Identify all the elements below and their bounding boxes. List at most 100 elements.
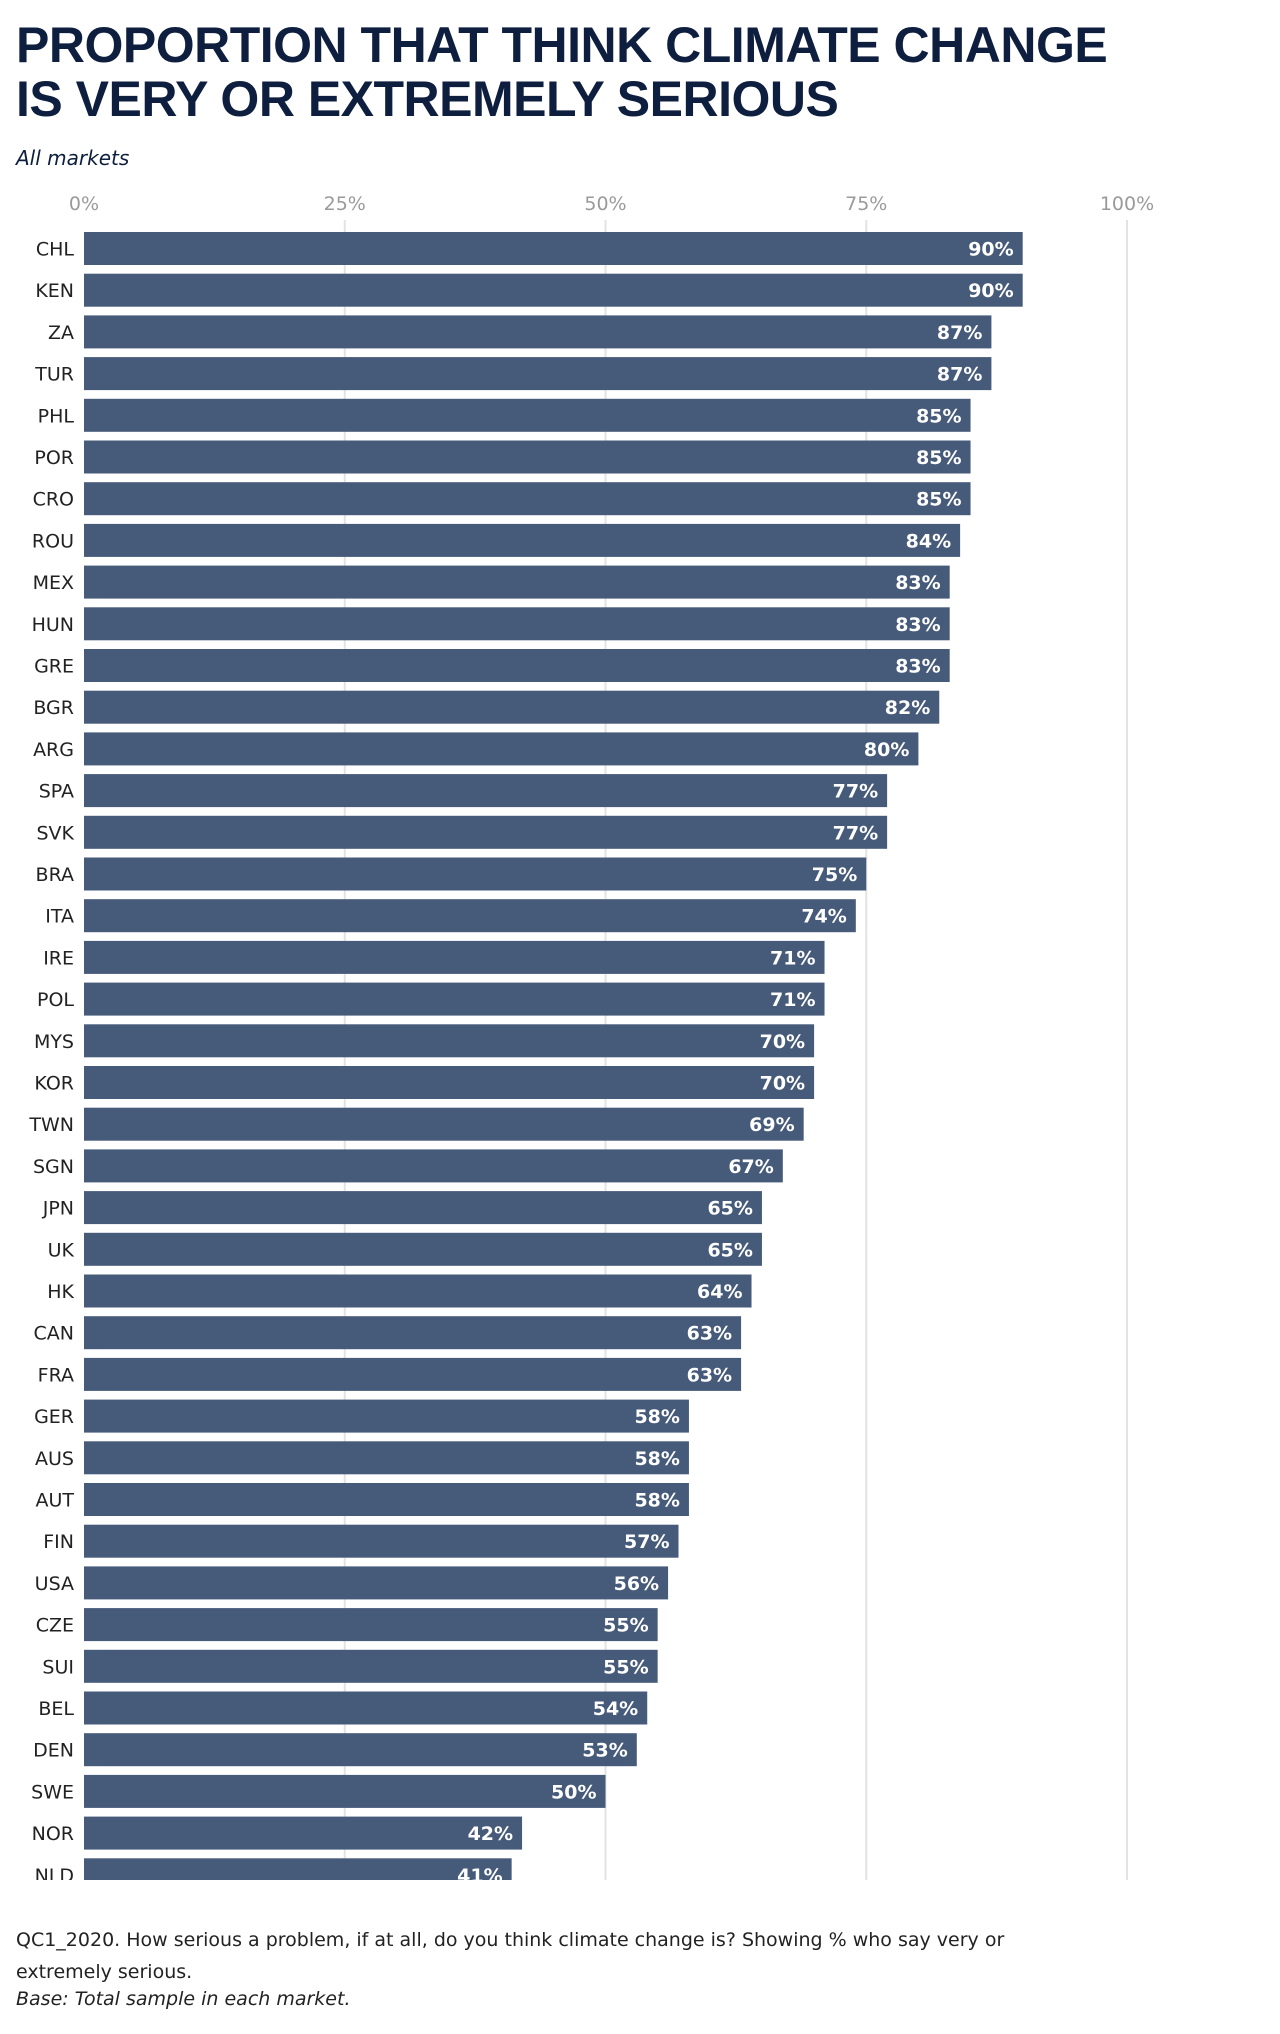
bar-value-label: 84% bbox=[906, 530, 951, 552]
bar-value-label: 75% bbox=[812, 864, 857, 886]
bar-value-label: 74% bbox=[801, 906, 846, 928]
bar bbox=[84, 1524, 679, 1558]
category-label: MEX bbox=[33, 572, 74, 594]
bar-value-label: 90% bbox=[968, 280, 1013, 302]
bar-value-label: 90% bbox=[968, 239, 1013, 261]
x-tick-label: 75% bbox=[845, 193, 887, 215]
category-label: ARG bbox=[33, 739, 74, 761]
bar-value-label: 77% bbox=[833, 781, 878, 803]
bar-value-label: 67% bbox=[728, 1156, 773, 1178]
bar-value-label: 87% bbox=[937, 322, 982, 344]
category-label: NLD bbox=[35, 1865, 74, 1880]
category-label: SPA bbox=[39, 781, 74, 803]
category-label: AUT bbox=[35, 1490, 74, 1512]
bar bbox=[84, 1441, 689, 1475]
bar-value-label: 83% bbox=[895, 572, 940, 594]
bar bbox=[84, 815, 888, 849]
bar-value-label: 56% bbox=[614, 1573, 659, 1595]
bar-value-label: 58% bbox=[634, 1406, 679, 1428]
bar bbox=[84, 982, 825, 1016]
bar bbox=[84, 1149, 783, 1183]
bar bbox=[84, 649, 950, 682]
bar bbox=[84, 357, 992, 391]
category-label: FIN bbox=[43, 1531, 74, 1553]
question-footnote: QC1_2020. How serious a problem, if at a… bbox=[16, 1929, 1005, 1983]
category-label: AUS bbox=[35, 1448, 74, 1470]
bar bbox=[84, 940, 825, 974]
chart-subtitle: All markets bbox=[16, 146, 130, 170]
category-label: PHL bbox=[38, 405, 75, 427]
bar-value-label: 71% bbox=[770, 947, 815, 969]
bar-value-label: 42% bbox=[468, 1823, 513, 1845]
bar-value-label: 54% bbox=[593, 1698, 638, 1720]
bar bbox=[84, 1566, 669, 1600]
category-label: SVK bbox=[36, 822, 74, 844]
category-label: POL bbox=[37, 989, 74, 1011]
category-label: BRA bbox=[36, 864, 74, 886]
bar-value-label: 58% bbox=[634, 1490, 679, 1512]
category-label: IRE bbox=[43, 947, 74, 969]
x-tick-label: 100% bbox=[1100, 193, 1154, 215]
category-label: KEN bbox=[35, 280, 74, 302]
bar-value-label: 83% bbox=[895, 614, 940, 636]
bar bbox=[84, 1191, 762, 1225]
bar-value-label: 53% bbox=[582, 1740, 627, 1762]
bar bbox=[84, 1316, 742, 1350]
bar bbox=[84, 1274, 752, 1308]
bar bbox=[84, 1858, 512, 1880]
chart-title: PROPORTION THAT THINK CLIMATE CHANGE IS … bbox=[16, 17, 1108, 127]
category-label: CAN bbox=[34, 1323, 74, 1345]
bar-value-label: 63% bbox=[687, 1364, 732, 1386]
category-label: CZE bbox=[36, 1615, 74, 1637]
bar bbox=[84, 607, 950, 641]
bar-value-label: 71% bbox=[770, 989, 815, 1011]
category-label: FRA bbox=[38, 1364, 74, 1386]
bar bbox=[84, 523, 961, 557]
category-label: POR bbox=[34, 447, 74, 469]
bar bbox=[84, 732, 919, 766]
bar-value-label: 55% bbox=[603, 1656, 648, 1678]
bar bbox=[84, 899, 856, 933]
bar bbox=[84, 1649, 658, 1683]
bar bbox=[84, 273, 1023, 307]
bar-value-label: 85% bbox=[916, 489, 961, 511]
x-tick-label: 50% bbox=[584, 193, 626, 215]
bar-value-label: 55% bbox=[603, 1615, 648, 1637]
bar bbox=[84, 232, 1023, 265]
bar-chart: 0% 25% 50% 75% 100% CHL 90% KEN 90% ZA 87% TUR 87% PH… bbox=[28, 193, 1154, 1880]
bar bbox=[84, 1399, 689, 1433]
bar-value-label: 85% bbox=[916, 405, 961, 427]
category-label: GER bbox=[34, 1406, 74, 1428]
x-tick-label: 0% bbox=[69, 193, 99, 215]
category-label: MYS bbox=[34, 1031, 74, 1053]
bar bbox=[84, 1066, 815, 1099]
category-label: CHL bbox=[36, 239, 75, 261]
bar bbox=[84, 690, 940, 724]
bar bbox=[84, 315, 992, 349]
category-label: NOR bbox=[32, 1823, 74, 1845]
bar bbox=[84, 1733, 637, 1767]
category-label: KOR bbox=[34, 1073, 74, 1095]
category-label: CRO bbox=[33, 489, 74, 511]
bar-value-label: 41% bbox=[457, 1865, 502, 1880]
bar-value-label: 65% bbox=[707, 1239, 752, 1261]
bar-value-label: 87% bbox=[937, 364, 982, 386]
category-label: HUN bbox=[32, 614, 74, 636]
bar-value-label: 63% bbox=[687, 1323, 732, 1345]
bar bbox=[84, 1357, 742, 1391]
bar-value-label: 83% bbox=[895, 656, 940, 678]
category-label: USA bbox=[35, 1573, 74, 1595]
bar-value-label: 58% bbox=[634, 1448, 679, 1470]
category-label: UK bbox=[48, 1239, 75, 1261]
category-label: DEN bbox=[33, 1740, 74, 1762]
bar bbox=[84, 857, 867, 891]
category-label: ROU bbox=[32, 530, 74, 552]
bar bbox=[84, 1816, 523, 1850]
bar bbox=[84, 1232, 762, 1266]
bar-value-label: 70% bbox=[760, 1031, 805, 1053]
bar bbox=[84, 1107, 804, 1141]
category-label: TWN bbox=[28, 1114, 74, 1136]
bar bbox=[84, 482, 971, 516]
category-label: HK bbox=[47, 1281, 74, 1303]
bar bbox=[84, 1483, 689, 1516]
